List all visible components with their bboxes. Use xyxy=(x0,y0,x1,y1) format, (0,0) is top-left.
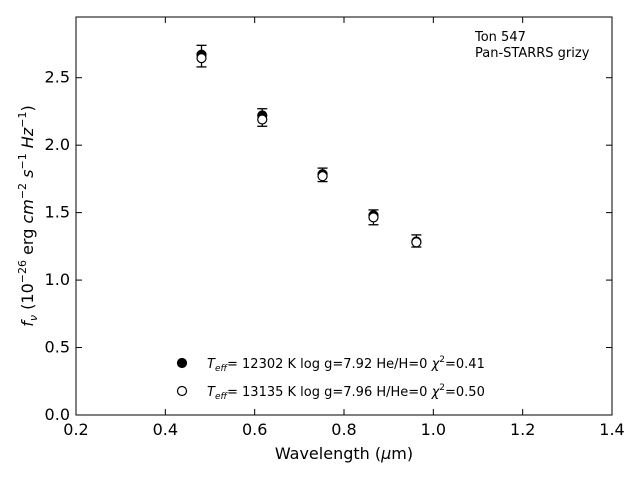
x-tick-label: 0.8 xyxy=(331,420,356,439)
x-axis-label: Wavelength (μm) xyxy=(275,444,413,463)
y-tick-label: 2.5 xyxy=(45,68,70,87)
x-tick-label: 1.4 xyxy=(599,420,624,439)
y-tick-label: 1.0 xyxy=(45,270,70,289)
y-tick-label: 0.5 xyxy=(45,338,70,357)
y-tick-label: 1.5 xyxy=(45,203,70,222)
plot-area xyxy=(75,16,613,416)
axis-ticks: 0.2 0.4 0.6 0.8 1.0 1.2 1.4 0.0 0.5 1.0 1.5 2.0 2.5 xyxy=(45,17,625,439)
legend-marker-open xyxy=(176,385,188,397)
error-bars xyxy=(196,44,422,248)
model-point-open xyxy=(411,237,422,248)
model-point-open xyxy=(317,171,328,182)
survey-name: Pan-STARRS grizy xyxy=(475,46,590,61)
legend-entry-label: Teff= 12302 K log g=7.92 He/H=0 χ2=0.41 xyxy=(207,355,485,374)
legend: Teff= 12302 K log g=7.92 He/H=0 χ2=0.41 T… xyxy=(176,355,485,402)
data-points xyxy=(196,49,422,248)
star-name: Ton 547 xyxy=(474,30,526,45)
x-tick-label: 0.4 xyxy=(153,420,178,439)
y-tick-label: 0.0 xyxy=(45,405,70,424)
model-point-open xyxy=(196,53,207,64)
model-point-open xyxy=(368,212,379,223)
x-tick-label: 0.6 xyxy=(242,420,267,439)
y-tick-label: 2.0 xyxy=(45,135,70,154)
x-tick-label: 1.2 xyxy=(510,420,535,439)
model-point-open xyxy=(257,114,268,125)
y-axis-label: fν (10−26 erg cm−2 s−1 Hz−1) xyxy=(16,105,40,326)
x-tick-label: 1.0 xyxy=(421,420,446,439)
legend-entry-label: Teff= 13135 K log g=7.96 H/He=0 χ2=0.50 xyxy=(207,383,485,402)
legend-marker-filled xyxy=(176,357,188,369)
x-tick-label: 0.2 xyxy=(63,420,88,439)
